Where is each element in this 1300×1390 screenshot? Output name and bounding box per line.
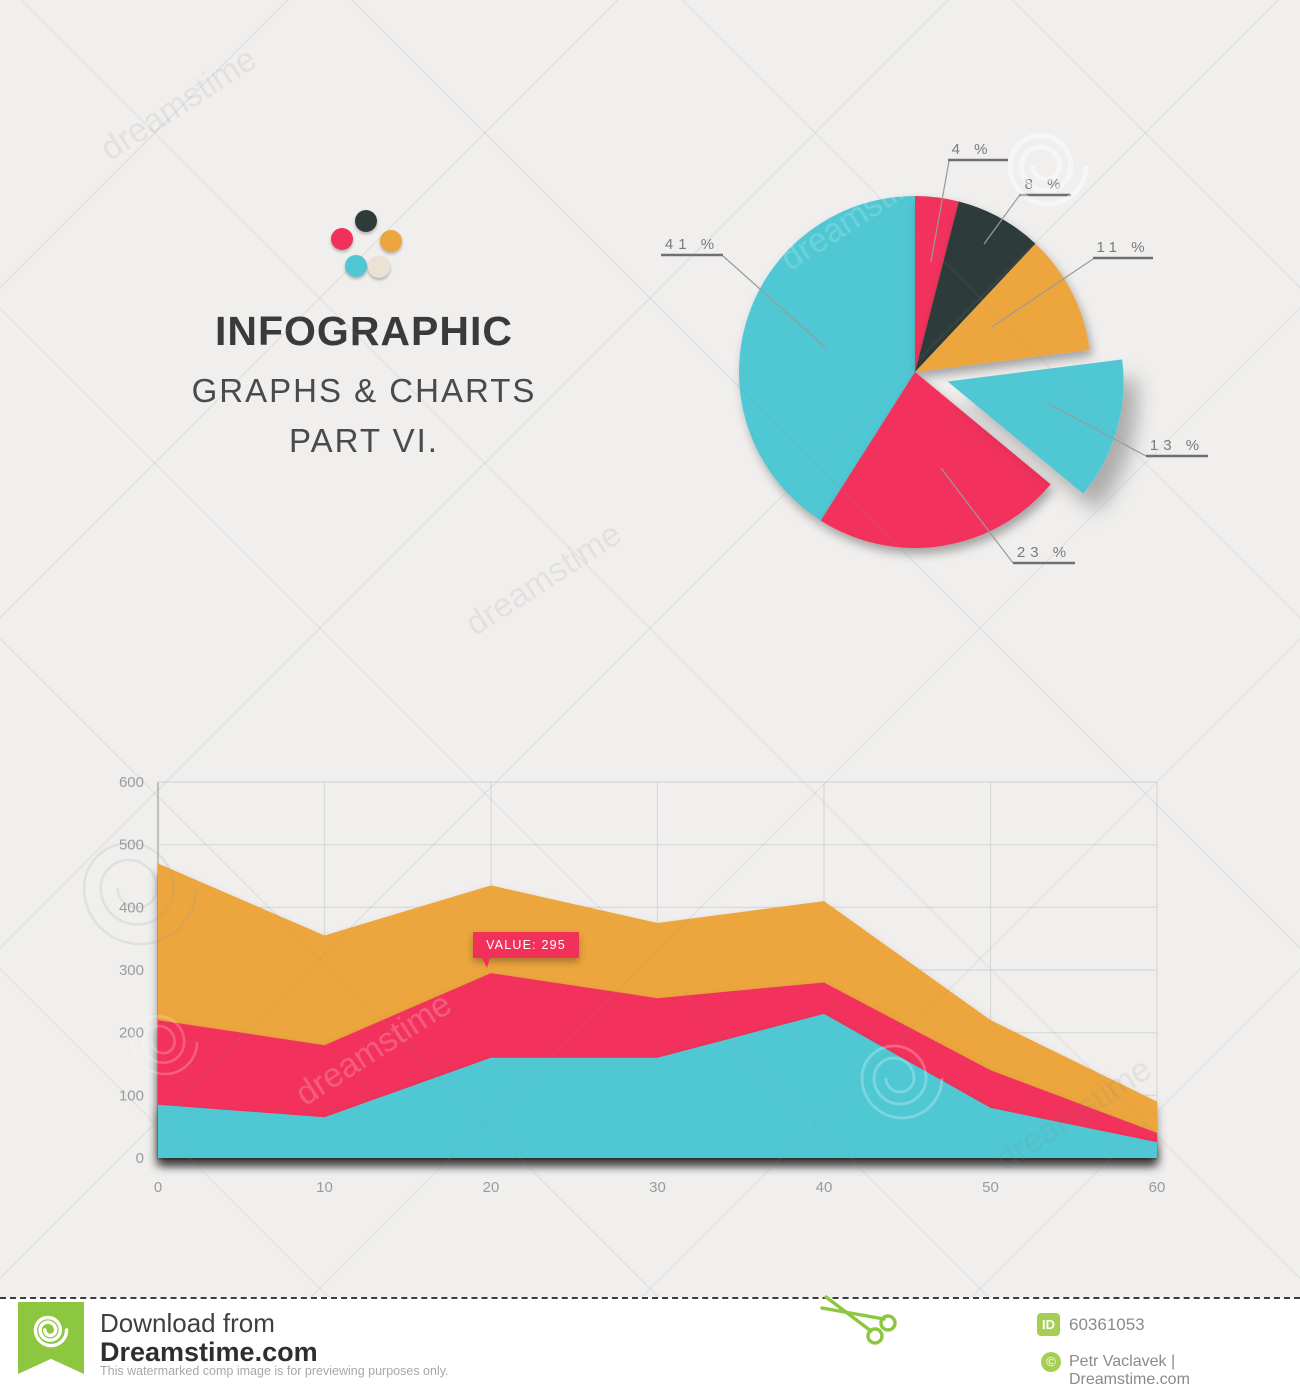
page-part-label: PART VI.	[289, 422, 439, 459]
pie-label-leader-line	[722, 255, 827, 349]
value-tooltip: VALUE: 295	[473, 932, 579, 968]
y-tick-label: 0	[136, 1150, 144, 1167]
pie-label: 8 %	[1025, 176, 1066, 193]
dashed-cut-line	[0, 1297, 1300, 1299]
dreamstime-site-label[interactable]: Dreamstime.com	[100, 1337, 318, 1367]
author-credit[interactable]: Petr Vaclavek | Dreamstime.com	[1069, 1353, 1190, 1388]
spiral-logo-icon	[33, 1315, 69, 1348]
page-subtitle: GRAPHS & CHARTS	[191, 372, 537, 409]
y-tick-label: 500	[119, 837, 144, 854]
x-tick-label: 40	[816, 1179, 833, 1196]
x-tick-label: 50	[982, 1179, 999, 1196]
y-tick-label: 100	[119, 1087, 144, 1104]
logo-dot-orange	[380, 230, 402, 252]
watermark-footer	[0, 1298, 1300, 1390]
y-tick-label: 400	[119, 899, 144, 916]
logo-dot-teal	[345, 255, 367, 277]
pie-slice	[947, 359, 1124, 494]
pie-label-leader-line	[1048, 403, 1147, 457]
pie-slice	[820, 372, 1051, 548]
y-tick-label: 200	[119, 1025, 144, 1042]
logo-dot-dark	[355, 210, 377, 232]
pie-label: 23 %	[1017, 544, 1071, 561]
pie-slice	[739, 196, 915, 521]
x-tick-label: 0	[154, 1179, 162, 1196]
area-series-teal	[158, 1013, 1157, 1158]
logo-dot-cream	[368, 256, 390, 278]
image-id-badge: ID	[1037, 1313, 1060, 1336]
pie-chart: 4 % 8 % 11 % 13 % 23 % 41 %	[661, 141, 1208, 565]
pie-slice	[915, 243, 1090, 372]
brand-block: INFOGRAPHIC GRAPHS & CHARTS PART VI.	[164, 308, 564, 460]
pie-label: 4 %	[952, 141, 993, 158]
pie-slice	[915, 201, 1036, 372]
area-chart: 0 100 200 300 400 500 600 0 10 20 30 40 50 60	[119, 774, 1166, 1196]
x-tick-label: 30	[649, 1179, 666, 1196]
download-from-label: Download from	[100, 1308, 275, 1338]
x-tick-label: 20	[483, 1179, 500, 1196]
watermark-disclaimer: This watermarked comp image is for previ…	[100, 1364, 449, 1378]
page-title: INFOGRAPHIC	[215, 308, 513, 354]
x-tick-label: 10	[316, 1179, 333, 1196]
y-tick-label: 600	[119, 774, 144, 791]
x-tick-label: 60	[1149, 1179, 1166, 1196]
pie-label-leader-line	[991, 258, 1094, 328]
image-id-number: 60361053	[1069, 1315, 1145, 1334]
y-tick-label: 300	[119, 962, 144, 979]
pie-label-leader-line	[930, 160, 950, 263]
scissors-icon	[820, 1295, 897, 1345]
copyright-icon: ©	[1041, 1352, 1061, 1372]
pie-slice	[915, 195, 959, 372]
logo-dot-pink	[331, 228, 353, 250]
pie-label-leader-line	[940, 467, 1014, 564]
pie-label: 11 %	[1096, 239, 1149, 256]
pie-label: 41 %	[665, 236, 719, 253]
pie-label: 13 %	[1150, 437, 1204, 454]
